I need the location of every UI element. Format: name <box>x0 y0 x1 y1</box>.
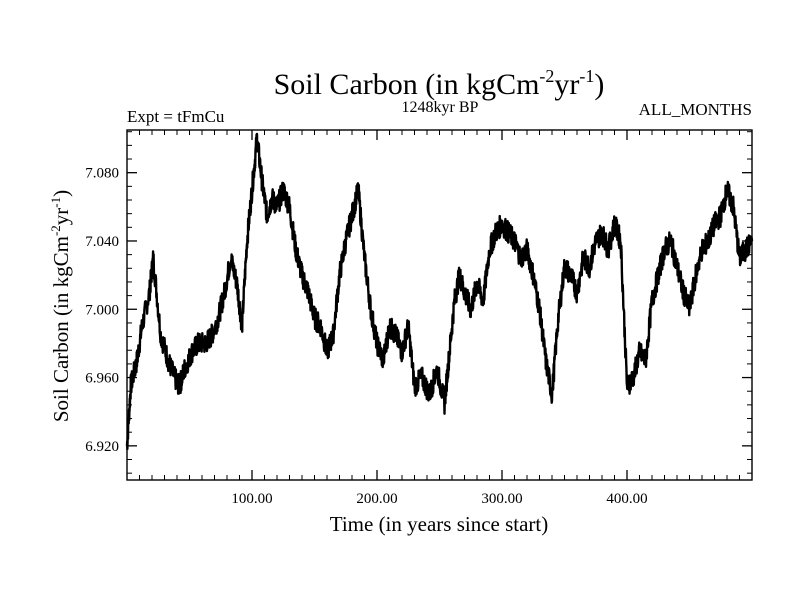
series-line <box>125 132 754 451</box>
y-tick-label: 6.920 <box>85 439 119 455</box>
y-tick-label: 6.960 <box>85 371 119 387</box>
y-axis-label: Soil Carbon (in kgCm-2yr-1) <box>48 190 73 422</box>
y-tick-label: 7.080 <box>85 166 119 182</box>
tick-labels: 100.00 200.00 300.00 400.00 6.920 6.960 7.000 7… <box>85 166 647 507</box>
y-tick-label: 7.040 <box>85 234 119 250</box>
y-tick-label: 7.000 <box>85 302 119 318</box>
x-tick-label: 400.00 <box>606 491 647 507</box>
chart-title: Soil Carbon (in kgCm-2yr-1) <box>274 66 605 101</box>
axis-ticks <box>127 130 752 480</box>
x-tick-label: 100.00 <box>231 491 272 507</box>
x-tick-label: 200.00 <box>356 491 397 507</box>
subtitle-right: ALL_MONTHS <box>639 100 752 119</box>
subtitle-center: 1248kyr BP <box>402 99 479 116</box>
x-tick-label: 300.00 <box>481 491 522 507</box>
subtitle-left: Expt = tFmCu <box>127 107 225 126</box>
x-axis-label: Time (in years since start) <box>330 512 549 536</box>
